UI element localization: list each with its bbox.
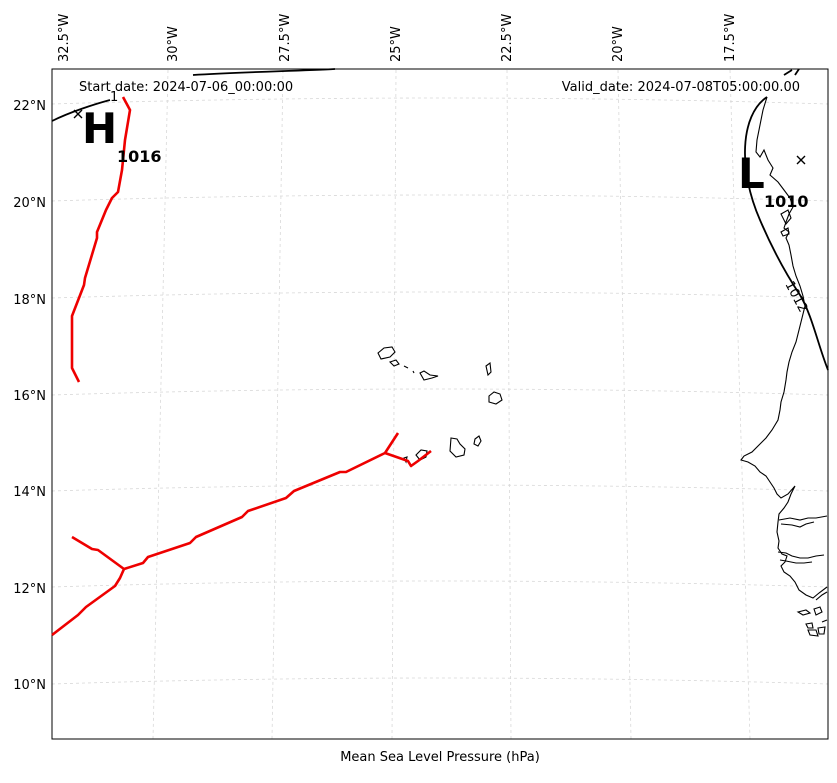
front-line-north (70, 96, 132, 383)
lat-label-14: 14°N (13, 485, 46, 500)
low-symbol: L (738, 149, 765, 198)
low-center-marker (796, 155, 806, 165)
front-line-east (384, 449, 432, 468)
high-value: 1016 (117, 147, 162, 166)
low-pressure-center: L 1010 (738, 149, 809, 211)
lat-label-12: 12°N (13, 582, 46, 597)
front-line-south (51, 535, 126, 637)
valid-date: Valid_date: 2024-07-08T05:00:00.00 (562, 80, 800, 95)
lat-label-20: 20°N (13, 196, 46, 211)
lon-label-32-5: 32.5°W (57, 14, 72, 62)
low-value: 1010 (764, 192, 809, 211)
lat-label-16: 16°N (13, 389, 46, 404)
lon-label-20: 20°W (611, 26, 626, 62)
map-caption: Mean Sea Level Pressure (hPa) (340, 750, 540, 765)
high-pressure-center: H 1016 (73, 104, 162, 166)
map-frame (51, 68, 829, 740)
lon-label-25: 25°W (389, 26, 404, 62)
lon-label-17-5: 17.5°W (723, 14, 738, 62)
lat-label-18: 18°N (13, 293, 46, 308)
latitude-labels: 22°N 20°N 18°N 16°N 14°N 12°N 10°N (13, 99, 46, 693)
graticule (51, 69, 829, 740)
fronts (51, 96, 432, 637)
start-date: Start date: 2024-07-06_00:00:00 (79, 80, 293, 95)
lon-label-22-5: 22.5°W (500, 14, 515, 62)
lon-label-27-5: 27.5°W (278, 14, 293, 62)
lat-label-22: 22°N (13, 99, 46, 114)
front-line-southeast (123, 432, 400, 571)
lat-label-10: 10°N (13, 678, 46, 693)
high-symbol: H (82, 104, 117, 153)
longitude-labels: 32.5°W 30°W 27.5°W 25°W 22.5°W 20°W 17.5… (57, 14, 738, 62)
high-center-marker (73, 109, 83, 119)
isobars: 1012 1 (51, 68, 829, 371)
cape-verde-islands (377, 346, 503, 464)
west-africa-coast (740, 96, 828, 637)
isobar-top-label: 1 (110, 90, 118, 105)
lon-label-30: 30°W (166, 26, 181, 62)
